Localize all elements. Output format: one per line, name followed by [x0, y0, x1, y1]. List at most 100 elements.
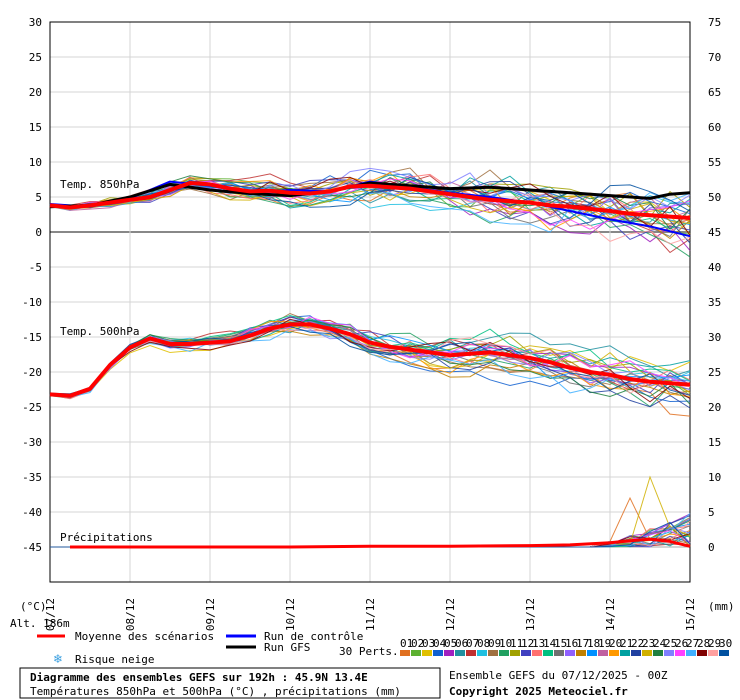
right-tick-label: 40	[708, 261, 721, 274]
pert-legend-number: 16	[565, 637, 578, 650]
legend-control-label: Run de contrôle	[264, 630, 363, 643]
pert-legend-number: 30	[719, 637, 732, 650]
run-info: Ensemble GEFS du 07/12/2025 - 00Z	[449, 669, 668, 682]
right-tick-label: 30	[708, 331, 721, 344]
pert-legend-number: 28	[697, 637, 710, 650]
pert-legend-number: 19	[598, 637, 611, 650]
left-tick-label: 25	[29, 51, 42, 64]
left-tick-label: 30	[29, 16, 42, 29]
date-tick-label: 12/12	[444, 598, 457, 631]
date-tick-label: 07/12	[44, 598, 57, 631]
pert-legend-swatch	[532, 650, 542, 656]
right-tick-label: 50	[708, 191, 721, 204]
left-tick-label: 20	[29, 86, 42, 99]
left-tick-label: -45	[22, 541, 42, 554]
chart-grid	[49, 21, 691, 583]
pert-legend-swatch	[653, 650, 663, 656]
pert-legend-number: 10	[499, 637, 512, 650]
pert-legend-swatch	[686, 650, 696, 656]
perturbation-legend: 0102030405060708091011121314151617181920…	[400, 637, 732, 656]
pert-legend-number: 20	[609, 637, 622, 650]
pert-legend-number: 07	[466, 637, 479, 650]
right-tick-label: 65	[708, 86, 721, 99]
pert-legend-number: 06	[455, 637, 468, 650]
date-tick-label: 14/12	[604, 598, 617, 631]
pert-legend-swatch	[433, 650, 443, 656]
pert-legend-swatch	[510, 650, 520, 656]
legend-gfs-label: Run GFS	[264, 641, 310, 654]
pert-legend-swatch	[598, 650, 608, 656]
pert-legend-number: 12	[521, 637, 534, 650]
pert-legend-number: 04	[433, 637, 447, 650]
pert-legend-number: 15	[554, 637, 567, 650]
pert-legend-swatch	[411, 650, 421, 656]
pert-legend-number: 11	[510, 637, 523, 650]
pert-legend-swatch	[543, 650, 553, 656]
left-tick-label: 10	[29, 156, 42, 169]
pert-legend-swatch	[400, 650, 410, 656]
date-tick-label: 10/12	[284, 598, 297, 631]
right-unit: (mm)	[708, 600, 735, 613]
pert-legend-swatch	[587, 650, 597, 656]
pert-line	[49, 319, 691, 405]
right-tick-label: 15	[708, 436, 721, 449]
pert-legend-number: 29	[708, 637, 721, 650]
title-box	[19, 667, 441, 699]
series-precip_mean	[70, 537, 691, 549]
pert-legend-number: 08	[477, 637, 490, 650]
left-tick-label: -35	[22, 471, 42, 484]
left-tick-label: -15	[22, 331, 42, 344]
right-tick-label: 5	[708, 506, 715, 519]
left-unit: (°C)	[20, 600, 47, 613]
left-tick-label: 5	[35, 191, 42, 204]
pert-legend-swatch	[422, 650, 432, 656]
pert-legend-swatch	[499, 650, 509, 656]
pert-legend-swatch	[521, 650, 531, 656]
pert-legend-swatch	[477, 650, 487, 656]
pert-legend-swatch	[455, 650, 465, 656]
altitude-label: Alt. 186m	[10, 617, 70, 630]
pert-legend-number: 13	[532, 637, 545, 650]
pert-legend-number: 23	[642, 637, 655, 650]
left-tick-label: -25	[22, 401, 42, 414]
right-tick-label: 35	[708, 296, 721, 309]
pert-legend-swatch	[708, 650, 718, 656]
axis-labels: 302520151050-5-10-15-20-25-30-35-40-4575…	[22, 16, 721, 631]
right-tick-label: 20	[708, 401, 721, 414]
pert-legend-swatch	[554, 650, 564, 656]
pert-legend-number: 21	[620, 637, 633, 650]
label-t500: Temp. 500hPa	[60, 325, 139, 338]
left-tick-label: -20	[22, 366, 42, 379]
pert-legend-swatch	[466, 650, 476, 656]
pert-legend-swatch	[642, 650, 652, 656]
date-tick-label: 09/12	[204, 598, 217, 631]
right-tick-label: 55	[708, 156, 721, 169]
left-tick-label: -40	[22, 506, 42, 519]
series-t500_mean	[49, 322, 691, 398]
copyright: Copyright 2025 Meteociel.fr	[449, 685, 628, 698]
pert-legend-swatch	[444, 650, 454, 656]
date-tick-label: 11/12	[364, 598, 377, 631]
pert-legend-swatch	[576, 650, 586, 656]
pert-legend-number: 24	[653, 637, 667, 650]
pert-legend-swatch	[664, 650, 674, 656]
pert-legend-number: 27	[686, 637, 699, 650]
date-tick-label: 13/12	[524, 598, 537, 631]
pert-line	[49, 329, 691, 398]
pert-legend-number: 17	[576, 637, 589, 650]
left-tick-label: 15	[29, 121, 42, 134]
date-tick-label: 15/12	[684, 598, 697, 631]
pert-legend-swatch	[697, 650, 707, 656]
pert-legend-number: 01	[400, 637, 413, 650]
pert-legend-number: 26	[675, 637, 688, 650]
right-tick-label: 10	[708, 471, 721, 484]
pert-legend-number: 09	[488, 637, 501, 650]
left-tick-label: -10	[22, 296, 42, 309]
label-precip: Précipitations	[60, 531, 153, 544]
snowflake-icon: ❄	[53, 652, 63, 666]
pert-legend-swatch	[488, 650, 498, 656]
chart-title: Diagramme des ensembles GEFS sur 192h : …	[30, 671, 368, 684]
main-series-lines	[49, 180, 691, 549]
pert-legend-number: 03	[422, 637, 435, 650]
